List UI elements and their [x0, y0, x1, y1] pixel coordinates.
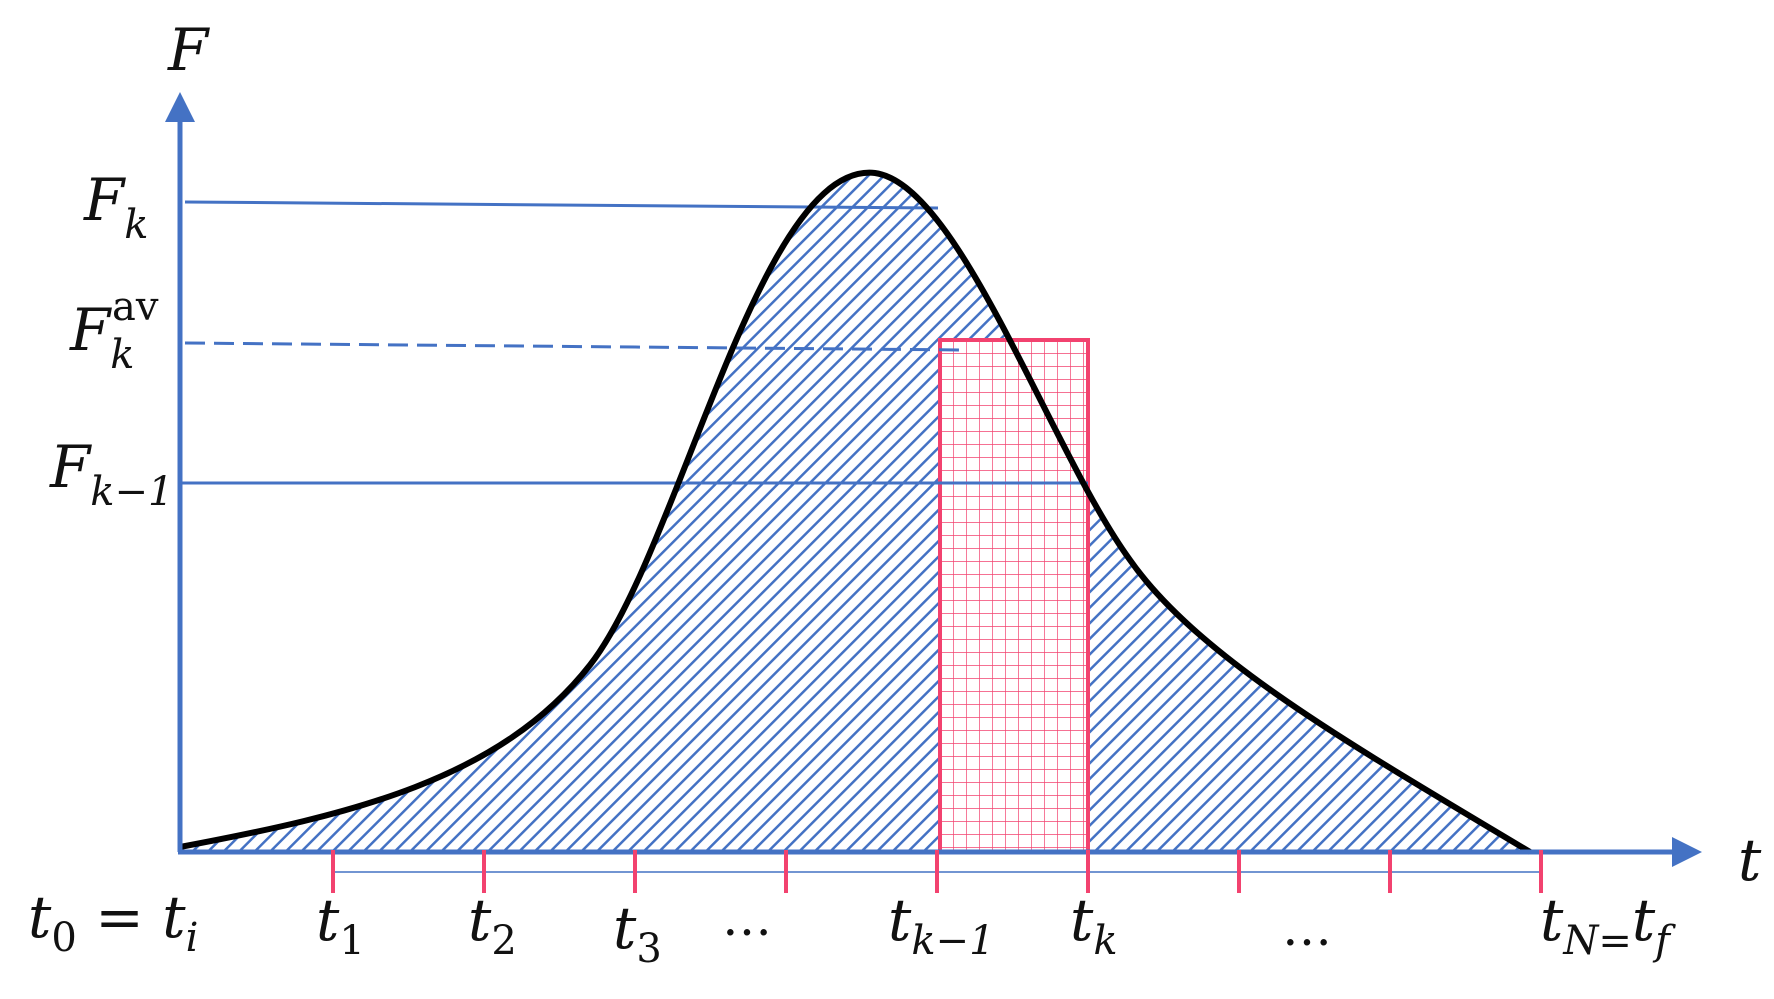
label-f-k-base: F: [83, 166, 126, 234]
label-f-k-av: Fk: [69, 296, 135, 378]
label-dots-left: …: [722, 889, 772, 947]
label-tN-tf: tN=tf: [1540, 886, 1676, 964]
x-axis-arrow-icon: [1672, 837, 1702, 867]
label-f-k-minus-1-sub: k−1: [90, 469, 173, 515]
label-t0-ti: t0 = ti: [28, 883, 198, 961]
x-axis-label: t: [1738, 826, 1762, 894]
label-f-k-av-sup: av: [112, 284, 159, 330]
fk-av-reference-line: [184, 341, 966, 352]
label-t3: t3: [613, 894, 662, 972]
label-f-k-minus-1-base: F: [49, 433, 92, 501]
label-f-k-sub: k: [124, 202, 148, 248]
y-axis-label: F: [167, 16, 210, 84]
label-f-k-av-sub: k: [110, 332, 134, 378]
y-axis-arrow-icon: [165, 92, 195, 122]
label-t2: t2: [468, 886, 517, 964]
label-dots-right: …: [1282, 899, 1332, 957]
tick-marks: [331, 850, 1543, 893]
label-tk: tk: [1070, 886, 1118, 964]
function-curve: [179, 169, 1532, 855]
label-tk-minus-1: tk−1: [888, 886, 995, 964]
label-t1: t1: [316, 886, 365, 964]
area-under-curve: [180, 172, 1530, 852]
label-f-k-minus-1: Fk−1: [49, 433, 173, 515]
average-value-rectangle: [938, 338, 1090, 854]
label-f-k-av-base: F: [69, 296, 112, 364]
label-f-k: Fk: [83, 166, 149, 248]
